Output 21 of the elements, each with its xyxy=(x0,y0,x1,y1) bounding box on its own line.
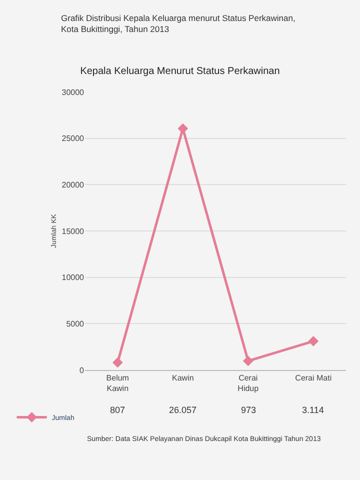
data-label: 26.057 xyxy=(169,405,197,415)
point xyxy=(242,356,254,366)
data-label: 3.114 xyxy=(302,405,324,415)
data-label: 807 xyxy=(110,405,126,415)
x-tick-label: Cerai Mati xyxy=(295,374,332,383)
y-tick-label: 0 xyxy=(80,366,85,375)
point xyxy=(178,123,188,134)
chart-subtitle: Grafik Distribusi Kepala Keluarga menurut Status Perkawinan, Kota Bukittinggi, Tahun 2013 xyxy=(61,13,296,34)
y-tick-label: 25000 xyxy=(62,134,85,144)
x-tick-label: Cerai Hidup xyxy=(238,374,260,393)
y-tick-label: 20000 xyxy=(62,180,85,190)
point xyxy=(112,357,123,368)
y-tick-label: 30000 xyxy=(62,88,85,97)
x-tick-label: Belum Kawin xyxy=(106,374,130,393)
point xyxy=(308,336,319,346)
x-tick-label: Kawin xyxy=(172,374,194,383)
y-tick-label: 5000 xyxy=(66,319,85,328)
y-tick-label: 10000 xyxy=(62,273,85,282)
y-tick-label: 15000 xyxy=(62,226,85,236)
data-label: 973 xyxy=(241,405,256,415)
chart-title: Kepala Keluarga Menurut Status Perkawinan xyxy=(80,66,280,78)
